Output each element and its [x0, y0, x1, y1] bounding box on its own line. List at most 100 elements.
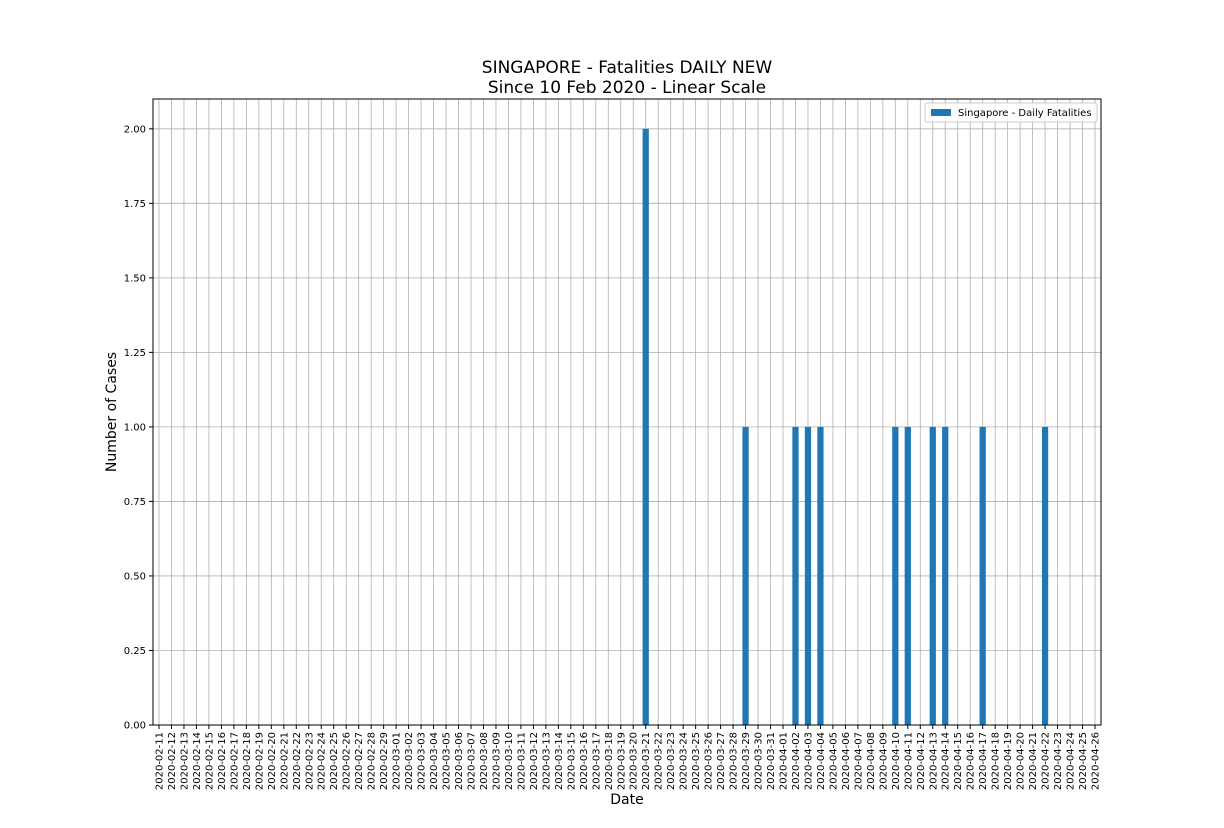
x-tick-label: 2020-03-22 — [654, 732, 665, 790]
x-tick-label: 2020-04-03 — [803, 732, 814, 790]
x-tick-label: 2020-03-29 — [741, 732, 752, 790]
x-tick-label: 2020-04-12 — [916, 732, 927, 790]
x-tick-label: 2020-02-14 — [192, 732, 203, 790]
legend-swatch — [931, 109, 951, 116]
x-tick-label: 2020-02-11 — [155, 732, 166, 790]
x-tick-label: 2020-02-12 — [167, 732, 178, 790]
y-tick-label: 1.50 — [124, 273, 146, 284]
x-tick-label: 2020-03-02 — [404, 732, 415, 790]
y-tick-label: 0.50 — [124, 571, 146, 582]
x-tick-label: 2020-03-17 — [591, 732, 602, 790]
x-tick-label: 2020-04-14 — [941, 732, 952, 790]
bars — [642, 128, 1049, 726]
x-tick-label: 2020-03-15 — [566, 732, 577, 790]
y-tick-label: 0.00 — [124, 721, 146, 732]
x-tick-label: 2020-02-16 — [217, 732, 228, 790]
chart-title: SINGAPORE - Fatalities DAILY NEW — [482, 58, 773, 78]
y-axis-ticks: 0.00 0.25 0.50 0.75 1.00 1.25 1.50 1.75 2.00 — [124, 124, 153, 732]
x-tick-label: 2020-02-28 — [367, 732, 378, 790]
grid-lines — [153, 99, 1101, 726]
y-tick-label: 0.75 — [124, 497, 146, 508]
x-tick-label: 2020-04-08 — [866, 732, 877, 790]
x-tick-label: 2020-04-18 — [991, 732, 1002, 790]
x-tick-label: 2020-03-21 — [641, 732, 652, 790]
plot-frame — [152, 98, 1102, 726]
bar-2020-04-11 — [904, 426, 911, 725]
x-axis-label: Date — [610, 792, 643, 808]
x-tick-label: 2020-02-25 — [329, 732, 340, 790]
x-tick-label: 2020-02-21 — [279, 732, 290, 790]
x-tick-label: 2020-02-13 — [179, 732, 190, 790]
x-tick-label: 2020-04-15 — [953, 732, 964, 790]
x-tick-label: 2020-03-05 — [442, 732, 453, 790]
x-tick-label: 2020-03-13 — [541, 732, 552, 790]
x-tick-label: 2020-02-23 — [304, 732, 315, 790]
x-tick-label: 2020-03-03 — [417, 732, 428, 790]
legend-label: Singapore - Daily Fatalities — [958, 108, 1092, 119]
x-tick-label: 2020-04-21 — [1028, 732, 1039, 790]
bar-2020-04-02 — [792, 426, 799, 725]
x-tick-label: 2020-03-26 — [704, 732, 715, 790]
x-tick-label: 2020-03-31 — [766, 732, 777, 790]
x-tick-label: 2020-03-25 — [691, 732, 702, 790]
x-tick-label: 2020-02-27 — [354, 732, 365, 790]
x-tick-label: 2020-02-26 — [342, 732, 353, 790]
x-tick-label: 2020-04-23 — [1053, 732, 1064, 790]
x-tick-label: 2020-04-07 — [853, 732, 864, 790]
x-tick-label: 2020-02-29 — [379, 732, 390, 790]
x-tick-label: 2020-04-02 — [791, 732, 802, 790]
bar-2020-04-03 — [804, 426, 812, 725]
bar-2020-04-22 — [1041, 426, 1049, 725]
x-tick-label: 2020-04-11 — [903, 732, 914, 790]
bar-2020-03-21 — [642, 128, 649, 726]
x-tick-label: 2020-04-05 — [828, 732, 839, 790]
bar-2020-04-17 — [979, 426, 986, 725]
x-tick-label: 2020-03-27 — [716, 732, 727, 790]
x-tick-label: 2020-02-24 — [317, 732, 328, 790]
x-tick-label: 2020-03-09 — [491, 732, 502, 790]
x-tick-label: 2020-04-13 — [928, 732, 939, 790]
x-tick-label: 2020-03-16 — [579, 732, 590, 790]
legend-box — [924, 102, 1098, 123]
x-tick-label: 2020-03-12 — [529, 732, 540, 790]
x-tick-label: 2020-02-22 — [292, 732, 303, 790]
x-tick-label: 2020-03-11 — [516, 732, 527, 790]
x-tick-label: 2020-04-01 — [779, 732, 790, 790]
x-tick-label: 2020-04-20 — [1016, 732, 1027, 790]
x-tick-label: 2020-04-24 — [1066, 732, 1077, 790]
x-tick-label: 2020-04-04 — [816, 732, 827, 790]
y-tick-label: 1.00 — [124, 422, 146, 433]
x-tick-label: 2020-04-26 — [1091, 732, 1102, 790]
x-tick-label: 2020-04-17 — [978, 732, 989, 790]
y-axis-label: Number of Cases — [104, 352, 120, 472]
x-tick-label: 2020-03-07 — [467, 732, 478, 790]
x-tick-label: 2020-03-18 — [604, 732, 615, 790]
x-tick-label: 2020-02-20 — [267, 732, 278, 790]
x-tick-label: 2020-04-09 — [878, 732, 889, 790]
x-tick-label: 2020-03-20 — [629, 732, 640, 790]
x-axis-ticks: 2020-02-11 2020-02-12 2020-02-13 2020-02-14… — [155, 725, 1102, 790]
x-tick-label: 2020-03-08 — [479, 732, 490, 790]
x-tick-label: 2020-03-28 — [729, 732, 740, 790]
x-tick-label: 2020-03-04 — [429, 732, 440, 790]
x-tick-label: 2020-04-22 — [1041, 732, 1052, 790]
x-tick-label: 2020-03-30 — [754, 732, 765, 790]
y-tick-label: 1.75 — [124, 199, 146, 210]
x-tick-label: 2020-04-25 — [1078, 732, 1089, 790]
bar-2020-04-13 — [929, 426, 936, 725]
x-tick-label: 2020-03-10 — [504, 732, 515, 790]
y-tick-label: 1.25 — [124, 348, 146, 359]
x-tick-label: 2020-03-23 — [666, 732, 677, 790]
x-tick-label: 2020-03-19 — [616, 732, 627, 790]
x-tick-label: 2020-03-06 — [454, 732, 465, 790]
y-tick-label: 2.00 — [124, 124, 146, 135]
x-tick-label: 2020-04-16 — [966, 732, 977, 790]
x-tick-label: 2020-03-01 — [392, 732, 403, 790]
x-tick-label: 2020-04-19 — [1003, 732, 1014, 790]
x-tick-label: 2020-03-14 — [554, 732, 565, 790]
x-tick-label: 2020-04-06 — [841, 732, 852, 790]
y-tick-label: 0.25 — [124, 646, 146, 657]
legend: Singapore - Daily Fatalities — [924, 102, 1098, 123]
bar-2020-04-14 — [942, 426, 949, 725]
